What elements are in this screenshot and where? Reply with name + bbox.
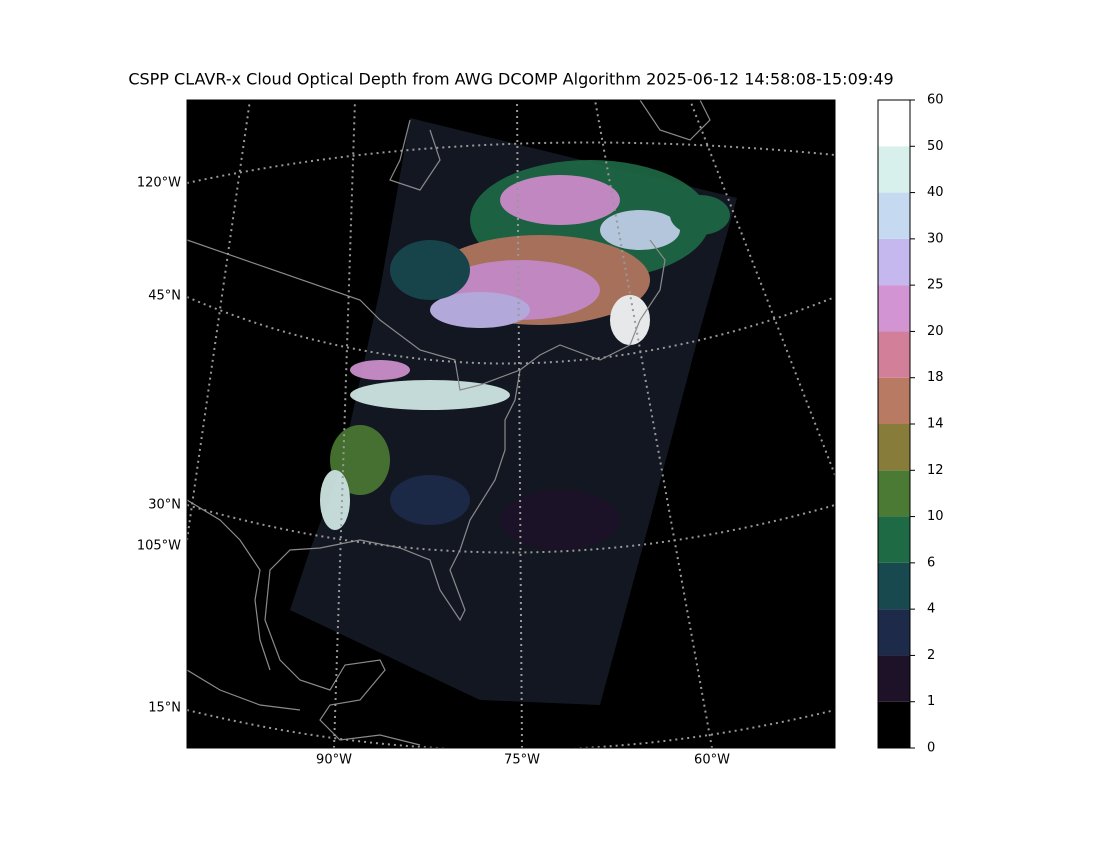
colorbar-bin (878, 655, 910, 702)
colorbar-tick-label: 12 (927, 463, 944, 478)
coastlines (187, 100, 711, 746)
graticule (187, 100, 835, 748)
colorbar-tick-label: 30 (927, 231, 944, 246)
map-panel: 120°W 45°N 30°N 105°W 15°N 90°W 75°W 60°… (137, 99, 836, 768)
colorbar-tick-label: 14 (927, 417, 944, 432)
lat-lon-label: 105°W (137, 539, 181, 554)
colorbar-bin (878, 331, 910, 378)
colorbar-bin (878, 470, 910, 517)
colorbar-bin (878, 424, 910, 471)
colorbar-tick-label: 25 (927, 278, 944, 293)
map-title: CSPP CLAVR-x Cloud Optical Depth from AW… (128, 70, 893, 89)
colorbar-tick-label: 0 (927, 741, 935, 756)
colorbar-tick-label: 60 (927, 93, 944, 108)
colorbar-bin (878, 377, 910, 424)
colorbar-tick-label: 10 (927, 509, 944, 524)
cloud-fields (320, 160, 730, 550)
colorbar-tick-label: 18 (927, 370, 944, 385)
lon-label: 90°W (316, 753, 352, 768)
colorbar-bin (878, 100, 910, 147)
lat-lon-label: 45°N (148, 289, 181, 304)
colorbar-tick-label: 4 (927, 602, 935, 617)
colorbar-bin (878, 609, 910, 656)
colorbar-tick-label: 20 (927, 324, 944, 339)
lat-lon-label: 30°N (148, 498, 181, 513)
colorbar-bin (878, 562, 910, 610)
colorbar-tick-label: 50 (927, 139, 944, 154)
lon-label: 75°W (504, 753, 540, 768)
lon-label: 60°W (694, 753, 730, 768)
colorbar-tick-label: 40 (927, 185, 944, 200)
colorbar-bin (878, 238, 910, 286)
map-frame (186, 99, 836, 749)
colorbar-tick-label: 6 (927, 555, 935, 570)
colorbar-tick-label: 1 (927, 694, 935, 709)
colorbar-bin (878, 146, 910, 193)
colorbar-bin (878, 516, 910, 563)
colorbar-tick-label: 2 (927, 648, 935, 663)
lat-lon-label: 15°N (148, 701, 181, 716)
colorbar-bin (878, 701, 910, 748)
colorbar-bin (878, 285, 910, 332)
lat-lon-label: 120°W (137, 176, 181, 191)
colorbar-bin (878, 192, 910, 239)
